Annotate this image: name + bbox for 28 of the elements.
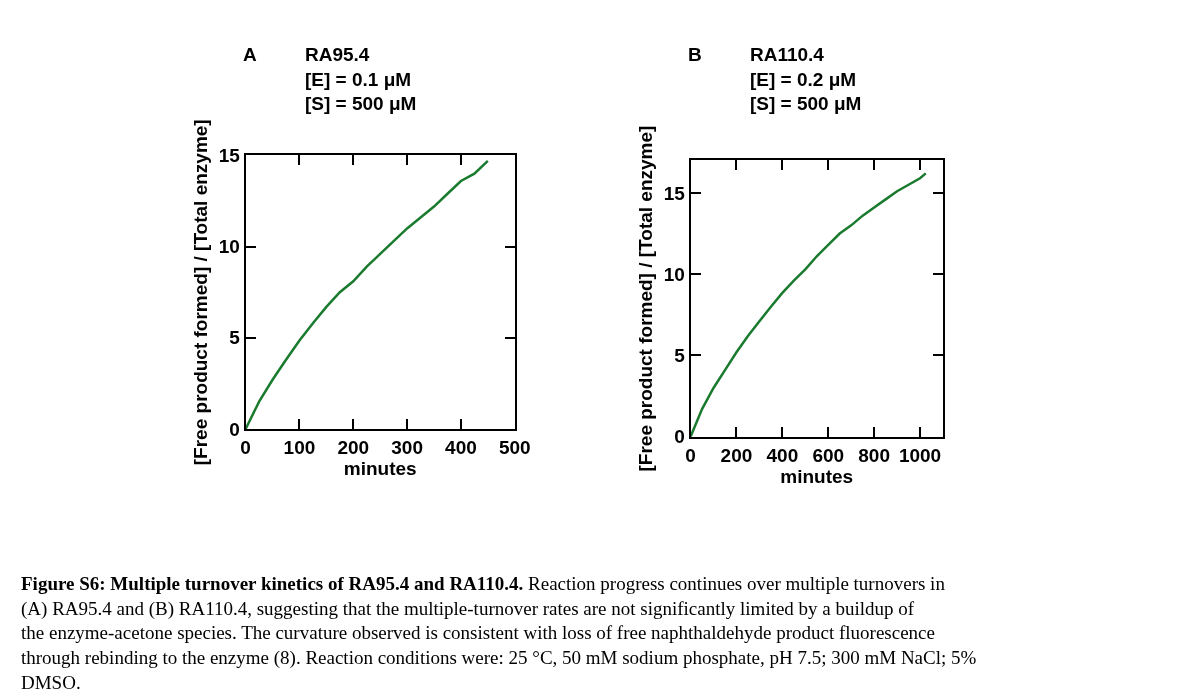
y-tick-label: 10 — [218, 236, 240, 258]
x-tick-label: 400 — [766, 444, 799, 466]
chart-subtitle: RA110.4 [E] = 0.2 μM [S] = 500 μM — [750, 44, 862, 115]
y-tick-label: 15 — [218, 145, 241, 167]
chart-subtitle: RA95.4 [E] = 0.1 μM [S] = 500 μM — [305, 44, 417, 115]
x-tick-label: 1000 — [898, 444, 942, 466]
y-tick-label: 0 — [229, 418, 240, 440]
x-tick-label: 300 — [391, 436, 423, 458]
y-tick-label: 10 — [663, 263, 685, 285]
x-tick-label: 500 — [498, 436, 531, 458]
x-tick-label: 600 — [812, 444, 845, 466]
y-axis-title: [Free product formed] / [Total enzyme] — [190, 119, 212, 466]
caption: Figure S6: Multiple turnover kinetics of RA95.4 and RA110.4. — [21, 573, 524, 594]
chart-title: B — [688, 44, 702, 65]
x-tick-label: 400 — [445, 436, 477, 458]
x-tick-label: 200 — [720, 444, 753, 466]
y-tick-label: 5 — [674, 345, 686, 367]
x-axis-title: minutes — [343, 457, 417, 479]
x-tick-label: 100 — [283, 436, 316, 458]
line-series — [245, 159, 490, 429]
line-series — [690, 172, 928, 437]
y-axis-title: [Free product formed] / [Total enzyme] — [634, 125, 656, 472]
y-tick-label: 5 — [229, 327, 241, 349]
x-tick-label: 800 — [858, 444, 890, 466]
y-tick-label: 15 — [663, 182, 686, 204]
x-tick-label: 200 — [337, 436, 370, 458]
chart-title: A — [243, 44, 257, 65]
x-axis-title: minutes — [780, 465, 854, 487]
